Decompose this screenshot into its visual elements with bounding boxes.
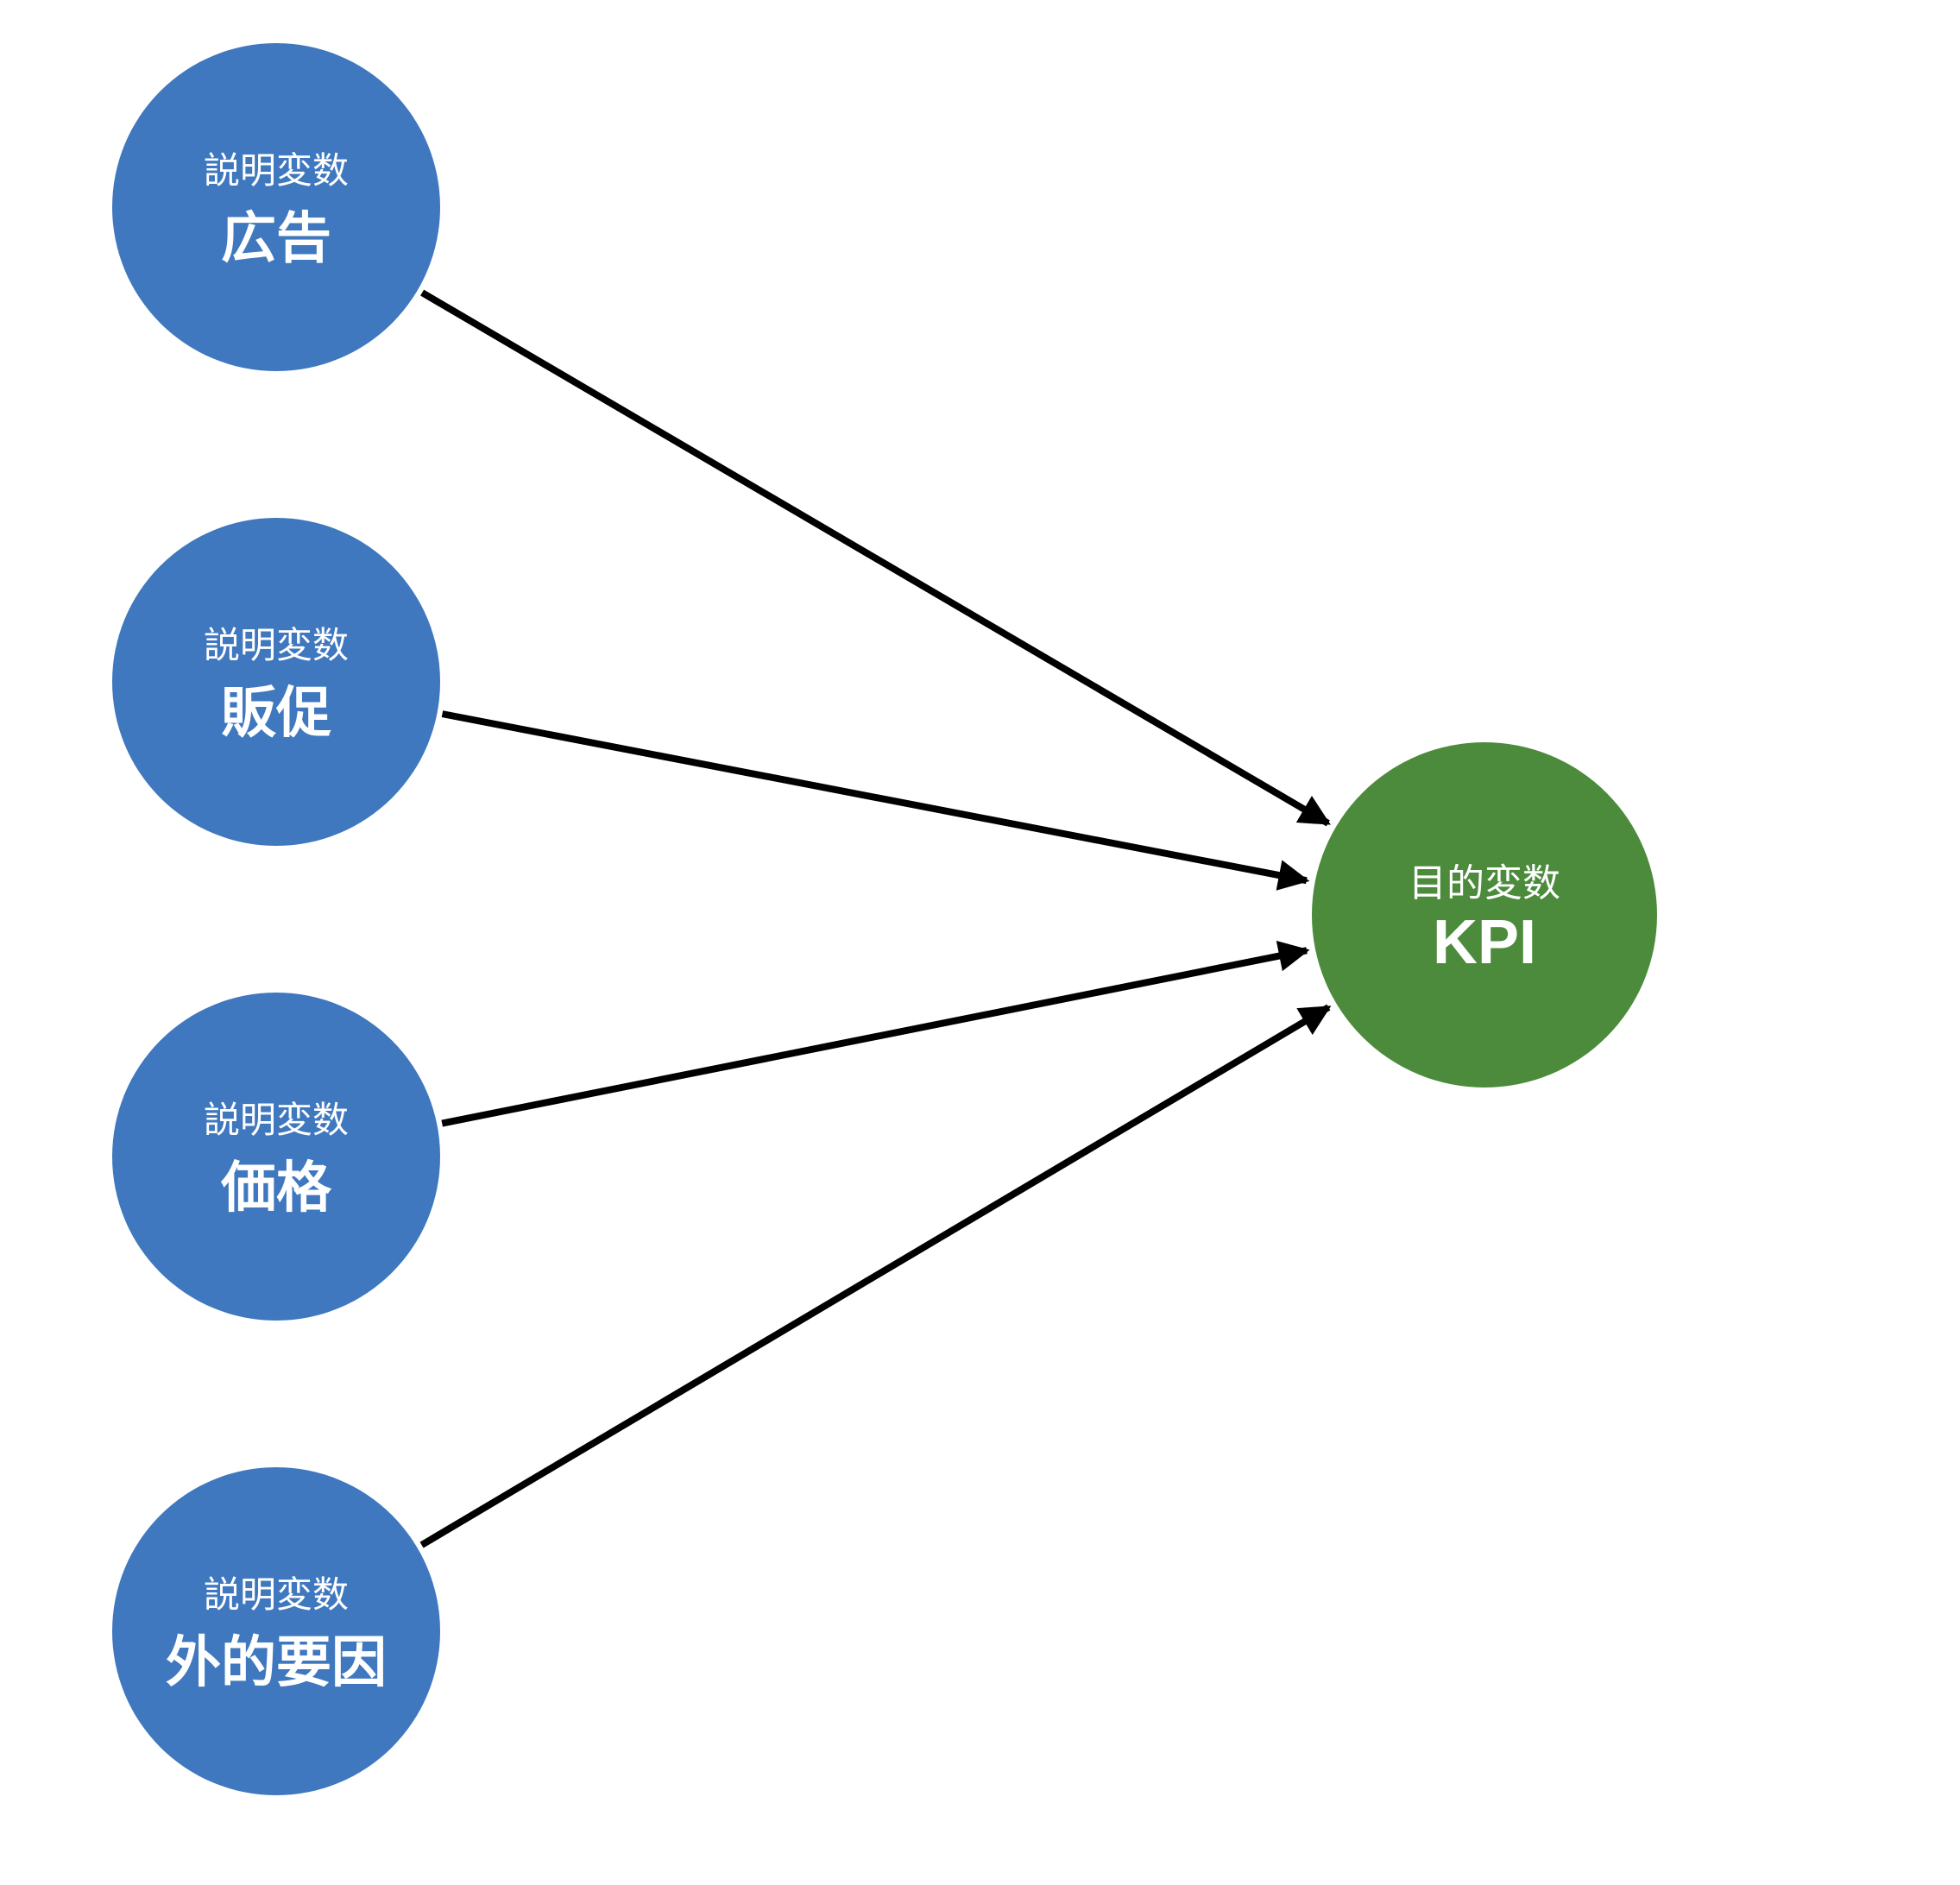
node-label-main: 外的要因	[166, 1618, 387, 1698]
edge-in4-to-out	[422, 1007, 1329, 1545]
node-label-top: 説明変数	[204, 142, 349, 194]
mmm-diagram: 説明変数広告説明変数販促説明変数価格説明変数外的要因目的変数KPI	[0, 0, 1960, 1885]
input-node-in2: 説明変数販促	[112, 518, 440, 846]
edge-in3-to-out	[442, 950, 1307, 1123]
node-label-main: 広告	[221, 194, 331, 274]
edge-in1-to-out	[422, 293, 1328, 823]
input-node-in3: 説明変数価格	[112, 993, 440, 1321]
node-label-top: 説明変数	[204, 1566, 349, 1618]
node-label-top: 説明変数	[204, 616, 349, 669]
node-label-top: 説明変数	[204, 1091, 349, 1144]
input-node-in4: 説明変数外的要因	[112, 1467, 440, 1795]
node-label-top: 目的変数	[1409, 852, 1560, 907]
node-label-main: 価格	[221, 1144, 331, 1223]
node-label-main: 販促	[221, 669, 331, 748]
node-label-main: KPI	[1433, 907, 1536, 978]
edge-in2-to-out	[442, 714, 1306, 880]
input-node-in1: 説明変数広告	[112, 43, 440, 371]
output-node-out: 目的変数KPI	[1312, 742, 1657, 1088]
